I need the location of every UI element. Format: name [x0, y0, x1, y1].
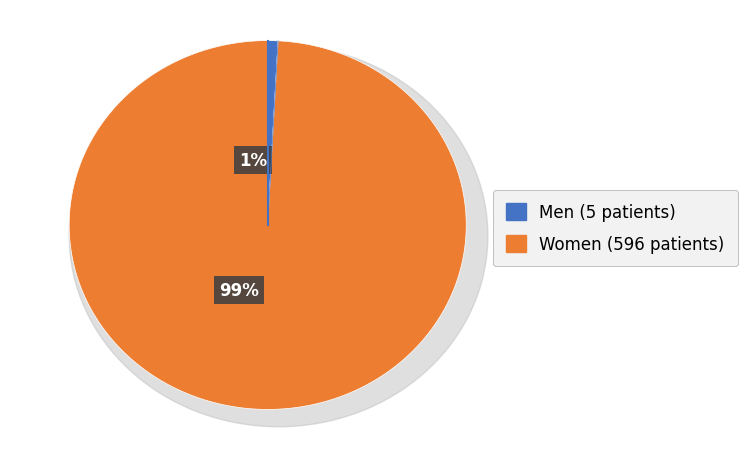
Ellipse shape: [69, 46, 488, 427]
Legend: Men (5 patients), Women (596 patients): Men (5 patients), Women (596 patients): [493, 190, 738, 267]
Text: 99%: 99%: [219, 281, 259, 299]
Polygon shape: [268, 41, 278, 226]
Polygon shape: [69, 41, 466, 410]
Text: 1%: 1%: [239, 152, 268, 170]
